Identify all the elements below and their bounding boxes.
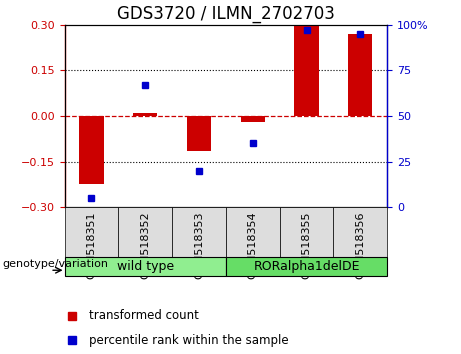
Text: RORalpha1delDE: RORalpha1delDE <box>253 260 360 273</box>
Bar <box>333 207 387 257</box>
Bar <box>133 113 157 116</box>
Text: GSM518352: GSM518352 <box>140 211 150 279</box>
Bar <box>295 26 319 116</box>
Text: GSM518353: GSM518353 <box>194 211 204 279</box>
Text: GSM518351: GSM518351 <box>86 211 96 279</box>
Text: wild type: wild type <box>117 260 174 273</box>
Text: GSM518355: GSM518355 <box>301 211 312 279</box>
Text: percentile rank within the sample: percentile rank within the sample <box>89 334 289 347</box>
Bar <box>65 257 226 276</box>
Bar <box>241 116 265 122</box>
Bar <box>280 207 333 257</box>
Bar <box>172 207 226 257</box>
Text: GSM518356: GSM518356 <box>355 211 366 279</box>
Title: GDS3720 / ILMN_2702703: GDS3720 / ILMN_2702703 <box>117 6 335 23</box>
Bar <box>79 116 104 184</box>
Bar <box>226 257 387 276</box>
Bar <box>187 116 211 151</box>
Text: genotype/variation: genotype/variation <box>2 259 108 269</box>
Text: transformed count: transformed count <box>89 309 199 322</box>
Text: GSM518354: GSM518354 <box>248 211 258 279</box>
Bar <box>226 207 280 257</box>
Bar <box>348 34 372 116</box>
Bar <box>65 207 118 257</box>
Bar <box>118 207 172 257</box>
